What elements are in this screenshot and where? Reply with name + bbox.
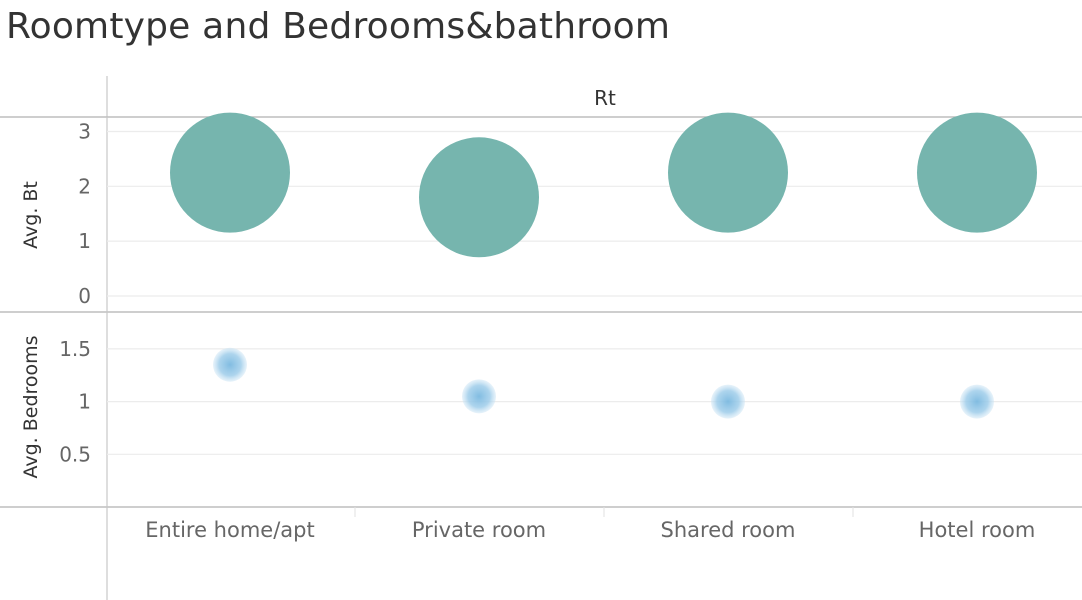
column-header: Rt bbox=[594, 86, 616, 110]
y-tick-label: 3 bbox=[78, 119, 91, 143]
data-point-bathrooms-panel bbox=[917, 112, 1037, 233]
data-point-bathrooms-panel bbox=[419, 137, 539, 258]
data-marks bbox=[170, 112, 1037, 419]
y-tick-label: 1 bbox=[78, 229, 91, 253]
y-tick-label: 1 bbox=[78, 390, 91, 414]
data-point-bedrooms-panel bbox=[213, 347, 247, 382]
y-tick-label: 1.5 bbox=[59, 337, 91, 361]
x-categories: Entire home/apt Private room Shared room Ho… bbox=[145, 518, 1035, 542]
data-point-bedrooms-panel bbox=[960, 384, 994, 419]
chart-title: Roomtype and Bedrooms&bathroom bbox=[6, 6, 671, 47]
data-point-bedrooms-panel bbox=[711, 384, 745, 419]
y-axis-title-bedrooms: Avg. Bedrooms bbox=[20, 335, 42, 478]
x-category-label: Entire home/apt bbox=[145, 518, 314, 542]
x-category-label: Private room bbox=[412, 518, 546, 542]
y-ticks: 0 1 2 3 0.5 1 1.5 bbox=[59, 119, 91, 466]
x-category-label: Hotel room bbox=[919, 518, 1036, 542]
x-category-label: Shared room bbox=[661, 518, 796, 542]
y-axis-title-bathrooms: Avg. Bt bbox=[20, 181, 42, 249]
data-point-bedrooms-panel bbox=[462, 379, 496, 414]
y-tick-label: 0 bbox=[78, 284, 91, 308]
y-tick-label: 0.5 bbox=[59, 442, 91, 466]
data-point-bathrooms-panel bbox=[668, 112, 788, 233]
y-tick-label: 2 bbox=[78, 174, 91, 198]
data-point-bathrooms-panel bbox=[170, 112, 290, 233]
